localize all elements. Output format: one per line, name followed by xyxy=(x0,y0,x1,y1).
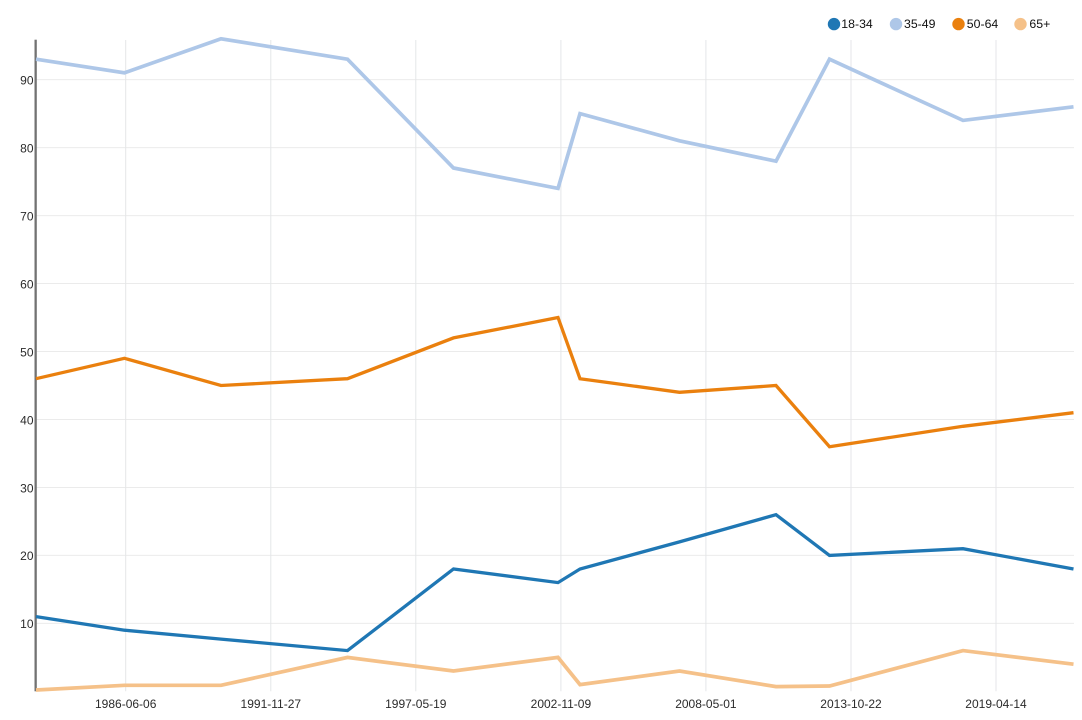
svg-text:35-49: 35-49 xyxy=(904,17,936,31)
svg-text:50: 50 xyxy=(20,345,34,359)
svg-text:65+: 65+ xyxy=(1029,17,1050,31)
svg-text:40: 40 xyxy=(20,413,34,427)
svg-text:18-34: 18-34 xyxy=(841,17,873,31)
svg-text:10: 10 xyxy=(20,617,34,631)
svg-text:70: 70 xyxy=(20,209,34,223)
svg-text:90: 90 xyxy=(20,73,34,87)
svg-text:30: 30 xyxy=(20,481,34,495)
svg-text:50-64: 50-64 xyxy=(967,17,999,31)
svg-text:2019-04-14: 2019-04-14 xyxy=(965,697,1027,711)
svg-text:20: 20 xyxy=(20,549,34,563)
svg-text:2002-11-09: 2002-11-09 xyxy=(531,697,592,711)
svg-text:1991-11-27: 1991-11-27 xyxy=(241,697,302,711)
svg-text:1986-06-06: 1986-06-06 xyxy=(95,697,157,711)
svg-text:1997-05-19: 1997-05-19 xyxy=(385,697,447,711)
svg-text:60: 60 xyxy=(20,277,34,291)
svg-text:2008-05-01: 2008-05-01 xyxy=(675,697,737,711)
svg-text:2013-10-22: 2013-10-22 xyxy=(820,697,882,711)
svg-text:80: 80 xyxy=(20,141,34,155)
